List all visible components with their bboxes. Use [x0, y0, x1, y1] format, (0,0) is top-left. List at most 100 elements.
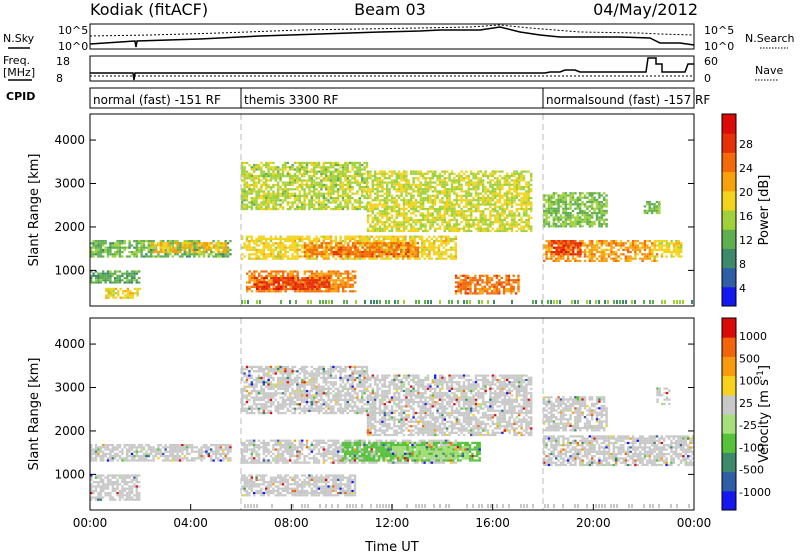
cpid-panel [89, 87, 695, 109]
velocity-cbar-frame [721, 317, 737, 511]
velocity-cbar-cell [722, 356, 736, 377]
power-region [105, 287, 142, 299]
velocity-cbar-tick-label: 25 [739, 397, 753, 410]
velocity-region [90, 474, 141, 501]
noise-tick-left-bottom: 10^0 [58, 40, 88, 53]
power-ytick-label: 3000 [54, 177, 85, 191]
velocity-ytick-label: 3000 [54, 381, 85, 395]
noise-tick-right-top: 10^5 [704, 24, 734, 37]
power-region [303, 242, 420, 258]
velocity-ytick-label: 1000 [54, 467, 85, 481]
velocity-cbar-tick-label: -25 [739, 419, 757, 432]
power-region [543, 192, 608, 228]
power-ytick-label: 2000 [54, 220, 85, 234]
cpid-segment-label: normalsound (fast) -157 RF [546, 93, 710, 107]
power-cbar-tick-label: 12 [739, 234, 753, 247]
x-tick-label: 00:00 [73, 516, 108, 530]
power-panel-frame [89, 113, 695, 307]
freq-trace [90, 57, 694, 81]
x-tick-label: 08:00 [274, 516, 309, 530]
power-cbar-cell [722, 190, 736, 211]
power-region [150, 242, 228, 254]
velocity-bottom-fringe [244, 504, 690, 508]
velocity-cbar-label: Velocity [m s-1] [756, 365, 772, 463]
freq-panel [89, 55, 695, 82]
velocity-cbar-tick-label: -1000 [739, 486, 771, 499]
velocity-cbar-label-close: ] [757, 365, 772, 370]
power-cbar-cell [722, 152, 736, 173]
power-cbar-frame [721, 113, 737, 307]
power-bottom-fringe [241, 300, 693, 304]
velocity-cbar-cell [722, 394, 736, 415]
power-cbar-label: Power [dB] [757, 175, 772, 246]
x-tick-label: 04:00 [173, 516, 208, 530]
power-region [643, 200, 661, 215]
x-tick-label: 16:00 [475, 516, 510, 530]
velocity-region [241, 365, 369, 415]
power-cbar-cell [722, 114, 736, 134]
beam-title: Beam 03 [354, 0, 426, 19]
velocity-cbar-cell [722, 337, 736, 357]
velocity-cbar-cell [722, 452, 736, 473]
power-ylabel: Slant Range [km] [27, 154, 42, 267]
velocity-region [366, 374, 533, 437]
velocity-cbar-tick-label: 500 [739, 352, 760, 365]
power-cbar-cell [722, 267, 736, 288]
noise-tick-left-top: 10^5 [58, 24, 88, 37]
power-cbar-tick-label: 16 [739, 210, 753, 223]
nsky-label: N.Sky [3, 32, 35, 45]
velocity-cbar-cell [722, 490, 736, 511]
freq-label-line1: Freq. [3, 54, 30, 67]
power-cbar-tick-label: 24 [739, 162, 753, 175]
station-title: Kodiak (fitACF) [90, 0, 208, 19]
velocity-cbar-cell [722, 414, 736, 434]
noise-panel [89, 23, 695, 50]
power-cbar-cell [722, 210, 736, 230]
x-tick-label: 12:00 [375, 516, 410, 530]
velocity-ytick-label: 4000 [54, 337, 85, 351]
power-cbar-tick-label: 4 [739, 282, 746, 295]
power-cbar-cell [722, 248, 736, 269]
velocity-region [543, 435, 695, 467]
cpid-segment-label: themis 3300 RF [244, 93, 338, 107]
power-region [90, 270, 141, 284]
power-cbar-cell [722, 171, 736, 192]
power-region [550, 240, 582, 256]
velocity-cbar-label-text: Velocity [m s [757, 379, 772, 463]
power-ytick-label: 4000 [54, 133, 85, 147]
x-axis-label: Time UT [364, 540, 418, 554]
velocity-cbar-cell [722, 433, 736, 453]
velocity-cbar-cell [722, 471, 736, 492]
power-region [366, 170, 533, 233]
velocity-cbar-tick-label: 100 [739, 375, 760, 388]
power-cbar-tick-label: 28 [739, 138, 753, 151]
power-ytick-label: 1000 [54, 263, 85, 277]
velocity-cbar-tick-label: -500 [739, 464, 764, 477]
cpid-segment-label: normal (fast) -151 RF [93, 93, 221, 107]
nsearch-label: N.Search [745, 32, 795, 45]
power-region [651, 240, 683, 258]
date-title: 04/May/2012 [593, 0, 698, 19]
velocity-cbar-label-exp: -1 [756, 370, 766, 379]
nave-tick-bottom: 0 [704, 72, 711, 85]
nave-label: Nave [755, 64, 783, 77]
freq-tick-top: 18 [56, 55, 70, 68]
x-tick-label: 00:00 [677, 516, 712, 530]
velocity-ylabel: Slant Range [km] [27, 358, 42, 471]
power-region [454, 274, 520, 295]
power-cbar-tick-label: 8 [739, 258, 746, 271]
nsky-trace [89, 26, 695, 48]
velocity-region [656, 387, 671, 406]
freq-label-line2: [MHz] [3, 66, 35, 79]
velocity-region [392, 446, 469, 460]
cpid-label: CPID [6, 90, 35, 103]
freq-tick-bottom: 8 [56, 72, 63, 85]
velocity-ytick-label: 2000 [54, 424, 85, 438]
power-region [253, 276, 331, 291]
velocity-region [241, 474, 357, 497]
power-cbar-cell [722, 229, 736, 249]
nsearch-trace [89, 24, 695, 37]
velocity-region [543, 396, 608, 432]
power-cbar-cell [722, 286, 736, 307]
